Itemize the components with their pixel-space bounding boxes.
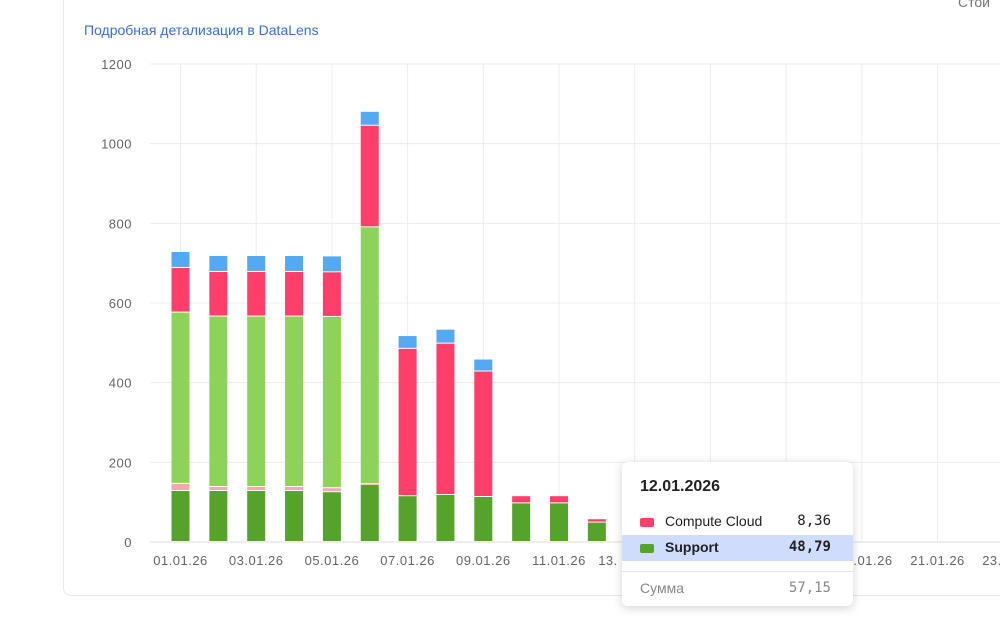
bar-segment[interactable]: [587, 522, 606, 541]
bar-segment[interactable]: [247, 255, 266, 271]
y-tick-label: 0: [124, 535, 132, 550]
bar-segment[interactable]: [474, 371, 493, 496]
bar-segment[interactable]: [171, 267, 190, 312]
bar-segment[interactable]: [322, 256, 341, 272]
bar-segment[interactable]: [171, 483, 190, 491]
x-tick-label: 01.01.26: [153, 553, 208, 568]
bar-segment[interactable]: [436, 343, 455, 494]
y-tick-label: 1000: [101, 137, 132, 152]
bar-segment[interactable]: [247, 316, 266, 487]
bar-segment[interactable]: [322, 272, 341, 316]
bar-segment[interactable]: [322, 488, 341, 492]
y-tick-label: 200: [109, 455, 132, 470]
chart-tooltip: 12.01.2026 Compute Cloud 8,36 Support 48…: [622, 462, 853, 606]
bar-segment[interactable]: [171, 491, 190, 541]
x-tick-label: 05.01.26: [305, 553, 360, 568]
bar-segment[interactable]: [285, 271, 304, 316]
bar-segment[interactable]: [587, 519, 606, 522]
bar-segment[interactable]: [550, 496, 568, 503]
bar-segment[interactable]: [171, 252, 190, 267]
bar-segment[interactable]: [285, 491, 304, 541]
tooltip-series-value: 48,79: [788, 539, 831, 555]
bar-segment[interactable]: [247, 487, 266, 491]
y-tick-label: 400: [109, 376, 132, 391]
bar-segment[interactable]: [247, 491, 266, 541]
bar-segment[interactable]: [209, 255, 228, 271]
bar-segment[interactable]: [285, 316, 304, 487]
bar-segment[interactable]: [209, 491, 228, 541]
bar-segment[interactable]: [322, 492, 341, 541]
x-tick-label: 11.01.26: [532, 553, 586, 568]
bar-segment[interactable]: [436, 329, 455, 343]
chart-grid: [150, 63, 1000, 543]
tooltip-row-compute-cloud: Compute Cloud 8,36: [622, 509, 853, 535]
bars: [171, 111, 606, 541]
tooltip-sum-label: Сумма: [640, 580, 684, 596]
tooltip-series-name: Support: [665, 539, 719, 555]
bar-segment[interactable]: [360, 111, 379, 125]
x-tick-label: 23.: [982, 553, 1000, 568]
bar-segment[interactable]: [285, 487, 304, 491]
bar-segment[interactable]: [209, 271, 228, 316]
bar-segment[interactable]: [512, 503, 531, 541]
x-tick-label: 13.: [598, 553, 618, 568]
tooltip-row-support: Support 48,79: [622, 535, 853, 561]
compute-cloud-swatch: [640, 518, 654, 527]
bar-segment[interactable]: [512, 496, 531, 503]
bar-segment[interactable]: [360, 485, 379, 541]
bar-segment[interactable]: [360, 484, 379, 486]
x-tick-label: .01.26: [853, 553, 892, 568]
bar-segment[interactable]: [360, 227, 379, 484]
y-tick-label: 800: [109, 216, 132, 231]
x-tick-label: 21.01.26: [910, 553, 965, 568]
x-tick-label: 03.01.26: [229, 553, 284, 568]
bar-segment[interactable]: [209, 487, 228, 491]
bar-segment[interactable]: [285, 255, 304, 271]
bar-segment[interactable]: [474, 359, 493, 371]
bar-segment[interactable]: [398, 348, 417, 496]
tooltip-series-value: 8,36: [797, 513, 831, 529]
tooltip-sum-value: 57,15: [788, 580, 831, 596]
x-tick-label: 09.01.26: [456, 553, 511, 568]
bar-segment[interactable]: [171, 312, 190, 483]
x-tick-label: 07.01.26: [380, 553, 435, 568]
support-swatch: [640, 544, 654, 553]
bar-segment[interactable]: [398, 336, 417, 348]
bar-segment[interactable]: [360, 125, 379, 227]
y-tick-label: 600: [109, 296, 132, 311]
bar-segment[interactable]: [209, 316, 228, 487]
bar-segment[interactable]: [550, 503, 568, 541]
tooltip-series-name: Compute Cloud: [665, 513, 763, 529]
bar-segment[interactable]: [247, 271, 266, 316]
x-axis-ticks: 01.01.26 03.01.26 05.01.26 07.01.26 09.01.26…: [153, 553, 1000, 568]
bar-segment[interactable]: [436, 494, 455, 541]
bar-segment[interactable]: [474, 496, 493, 541]
y-tick-label: 1200: [101, 57, 132, 72]
bar-segment[interactable]: [398, 496, 417, 541]
tooltip-divider: [622, 571, 853, 572]
cut-off-title: Стои: [958, 0, 990, 10]
tooltip-date: 12.01.2026: [640, 478, 721, 495]
bar-segment[interactable]: [322, 316, 341, 488]
datalens-link[interactable]: Подробная детализация в DataLens: [84, 22, 319, 38]
y-axis-ticks: 0 200 400 600 800 1000 1200: [101, 57, 132, 550]
